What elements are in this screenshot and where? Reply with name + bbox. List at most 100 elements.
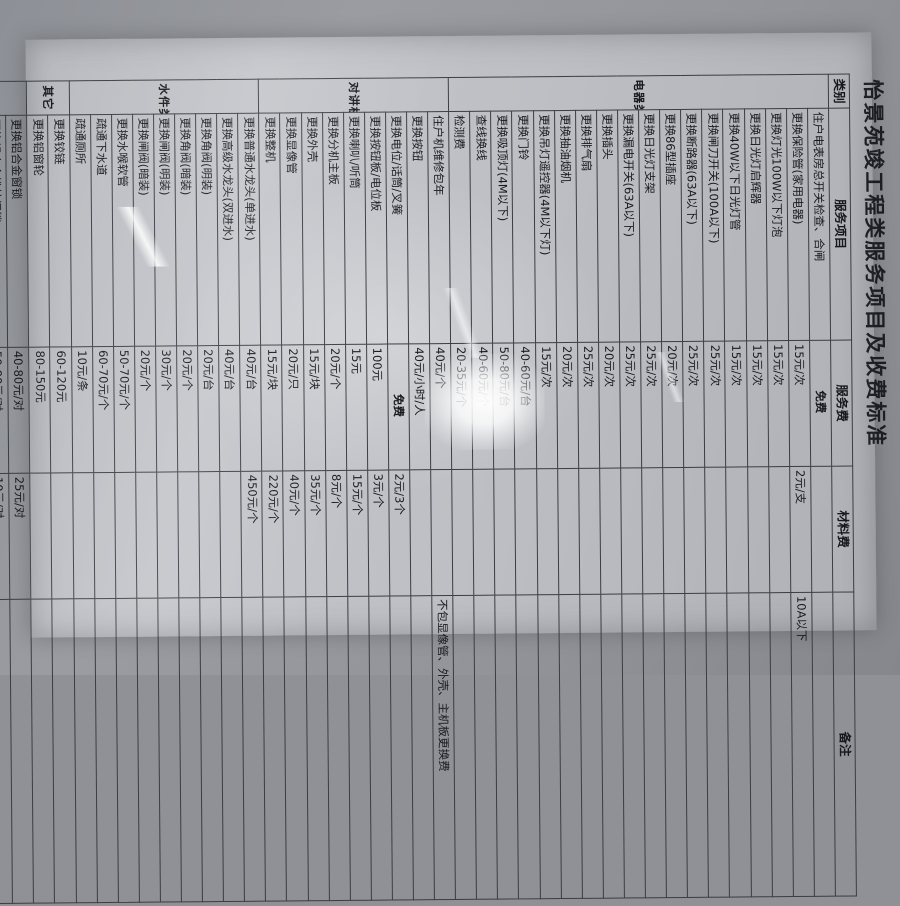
cell-material-fee [199,472,221,598]
cell-item: 更换抽油烟机 [554,110,577,342]
cell-item: 更换角阀(明装) [196,114,219,346]
cell-material-fee: 2元/3个 [389,470,411,596]
cell-item: 更换灯光100W以下灯泡 [765,109,788,341]
cell-service-fee: 15元/次 [725,341,747,467]
cell-item: 更换整机 [259,113,282,345]
cell-item: 更换电位/话筒/叉簧 [385,112,408,344]
cell-item: 更换铝窗轮 [27,115,50,347]
cell-item: 更换水喉软管 [111,114,134,346]
cell-remark [158,598,182,902]
cell-service-fee: 50-80元/台 [493,343,515,469]
cell-item: 更换按钮 [407,112,430,344]
cell-remark [622,594,646,898]
cell-item: 查线换线 [470,111,493,343]
cell-item: 更换门铃 [512,111,535,343]
cell-remark [94,598,118,902]
cell-item: 更换闸阀(明装) [153,114,176,346]
cell-remark [537,595,561,899]
cell-item: 更换外壳 [301,113,324,345]
cell-service-fee: 50-70元/个 [113,346,135,472]
cell-material-fee [30,473,52,599]
column-header-item: 服务项目 [828,108,851,340]
cell-remark [474,595,498,899]
cell-item: 更换闸阀(暗装) [132,114,155,346]
cell-service-fee: 25元/次 [683,341,705,467]
cell-remark [137,598,161,902]
cell-item: 更换显像管 [280,113,303,345]
cell-material-fee [557,468,579,594]
cell-service-fee: 15元/次 [788,340,810,466]
cell-service-fee: 30元/个 [155,346,177,472]
cell-service-fee: 50-80元/对 [0,347,9,473]
cell-service-fee: 60-120元 [50,347,72,473]
cell-item: 疏通下水道 [90,114,113,346]
cell-service-fee: 25元/次 [641,342,663,468]
cell-category: 门窗五金类 [0,81,27,117]
cell-item: 更换高级水龙头(双进水) [217,113,240,345]
cell-material-fee: 220元/个 [262,471,284,597]
cell-category: 其它 [27,81,69,115]
cell-material-fee: 8元/个 [325,470,347,596]
cell-remark [411,596,435,900]
cell-item: 更换按钮板/电位板 [364,112,387,344]
cell-remark [516,595,540,899]
cell-service-fee: 15元 [345,344,367,470]
cell-remark [73,599,97,903]
cell-service-fee: 40元/台 [219,345,241,471]
cell-material-fee [747,467,769,593]
cell-category: 水件类 [69,79,259,115]
price-list-document: 怡景苑竣工程类服务项目及收费标准 类别 服务项目 服务费 材料费 备注 电器类住… [61,73,896,672]
cell-service-fee: 60-70元/个 [92,346,114,472]
cell-service-fee: 40-60元/个 [472,343,494,469]
cell-material-fee [473,469,495,595]
cell-service-fee: 25元/次 [704,341,726,467]
cell-item: 更换排气扇 [575,110,598,342]
cell-remark [348,596,372,900]
cell-material-fee [452,469,474,595]
cell-item: 更换日光灯支架 [639,110,662,342]
cell-service-fee: 20元/台 [198,346,220,472]
cell-material-fee [663,467,685,593]
cell-service-fee: 40-60元/台 [514,343,536,469]
cell-remark [200,598,224,902]
cell-service-fee: 20元/次 [662,341,684,467]
cell-item: 更换吊灯遥控器(4M以下灯) [533,111,556,343]
cell-item: 更换铰链 [48,115,71,347]
cell-material-fee [410,470,432,596]
cell-remark [812,592,836,896]
cell-remark [748,593,772,897]
cell-remark: 不包显像管、外壳、主机板更换费 [432,595,456,899]
cell-material-fee [431,469,453,595]
cell-service-fee: 20元/次 [556,342,578,468]
cell-service-fee: 40元/个 [430,344,452,470]
cell-item: 更换插头 [596,110,619,342]
cell-remark [284,597,308,901]
cell-service-fee: 80-150元 [29,347,51,473]
cell-remark [326,596,350,900]
cell-item: 更换漏电开关(63A以下) [618,110,641,342]
cell-material-fee [135,472,157,598]
cell-remark [221,597,245,901]
cell-item: 更换闸刀开关(100A以下) [702,109,725,341]
cell-remark: 10A以下 [790,592,814,896]
column-header-category: 类别 [828,74,849,108]
cell-service-fee: 15元/块 [261,345,283,471]
cell-remark [263,597,287,901]
cell-item: 疏通厕所 [69,115,92,347]
cell-material-fee [220,471,242,597]
cell-material-fee: 25元/对 [9,473,31,599]
cell-material-fee [51,473,73,599]
cell-material-fee [768,467,790,593]
cell-remark [52,599,76,903]
column-header-remark: 备注 [833,592,857,896]
cell-material-fee [705,467,727,593]
cell-remark [179,598,203,902]
cell-remark [116,598,140,902]
cell-remark [685,593,709,897]
cell-service-fee: 20元/次 [598,342,620,468]
cell-service-fee: 免费 [388,344,410,470]
cell-service-fee: 20元/只 [282,345,304,471]
cell-item: 更换40W以下日光灯管 [723,109,746,341]
page-title: 怡景苑竣工程类服务项目及收费标准 [850,73,896,665]
cell-remark [31,599,55,903]
